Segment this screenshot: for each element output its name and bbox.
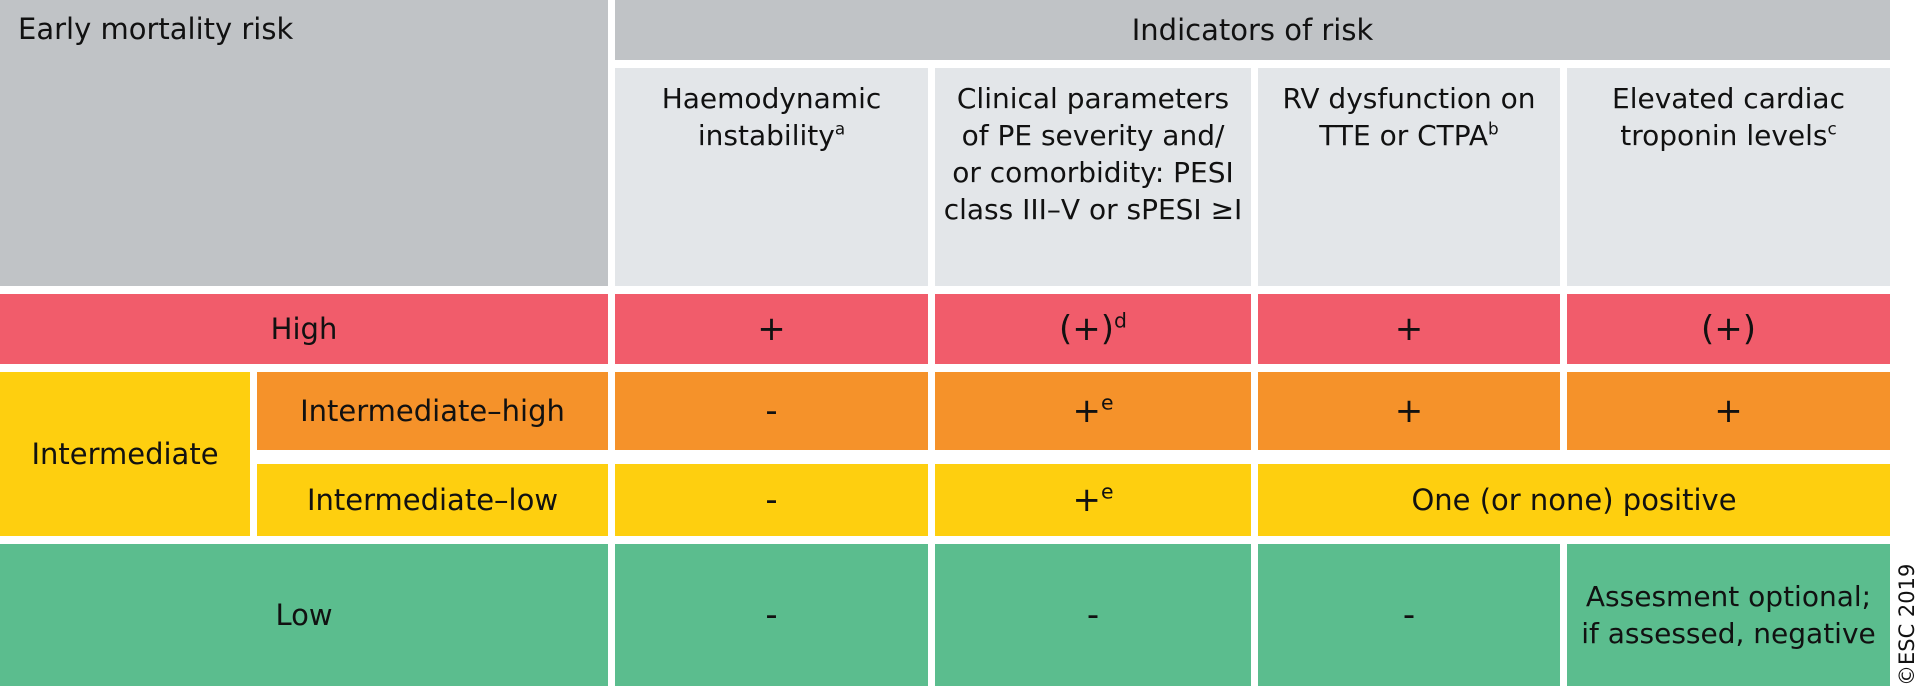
low-troponin-value: Assesment optional; if assessed, negativ… xyxy=(1581,580,1876,650)
footnote-d: d xyxy=(1114,308,1127,333)
early-mortality-risk-label: Early mortality risk xyxy=(18,12,294,46)
column-header-troponin: Elevated cardiac troponin levelsc xyxy=(1567,68,1890,286)
high-clinical-value: (+) xyxy=(1059,309,1115,349)
high-clinical-text: (+)d xyxy=(1059,309,1127,349)
low-rv-value: - xyxy=(1402,595,1416,635)
indicators-of-risk-label: Indicators of risk xyxy=(1131,13,1374,47)
intermediate-high-rv-cell: + xyxy=(1258,372,1560,450)
footnote-b: b xyxy=(1488,118,1499,139)
low-haemodynamic-value: - xyxy=(765,595,778,635)
intermediate-high-clinical-text: +e xyxy=(1072,391,1113,431)
intermediate-high-clinical-value: + xyxy=(1072,391,1101,431)
column-header-rv-text: RV dysfunction on TTE or CTPAb xyxy=(1258,80,1560,154)
high-haemodynamic-value: + xyxy=(757,309,786,349)
footnote-e: e xyxy=(1100,390,1114,415)
intermediate-low-haemodynamic-value: - xyxy=(765,480,778,520)
intermediate-low-rv-troponin-value: One (or none) positive xyxy=(1411,483,1737,517)
troponin-label: Elevated cardiac troponin levels xyxy=(1612,82,1845,152)
intermediate-low-clinical-value: + xyxy=(1072,480,1101,520)
high-rv-value: + xyxy=(1394,309,1424,349)
high-clinical-cell: (+)d xyxy=(935,294,1251,364)
low-rv-cell: - xyxy=(1258,544,1560,686)
intermediate-high-haemodynamic-value: - xyxy=(765,391,778,431)
intermediate-low-haemodynamic-cell: - xyxy=(615,464,928,536)
footnote-e-2: e xyxy=(1100,479,1114,504)
high-haemodynamic-cell: + xyxy=(615,294,928,364)
footnote-a: a xyxy=(834,118,846,139)
column-header-haemodynamic-text: Haemodynamic instabilitya xyxy=(615,80,928,154)
intermediate-low-rv-troponin-cell: One (or none) positive xyxy=(1258,464,1890,536)
low-troponin-cell: Assesment optional; if assessed, negativ… xyxy=(1567,544,1890,686)
intermediate-high-troponin-cell: + xyxy=(1567,372,1890,450)
intermediate-high-troponin-value: + xyxy=(1714,391,1743,431)
intermediate-high-label: Intermediate–high xyxy=(300,394,565,428)
column-header-troponin-text: Elevated cardiac troponin levelsc xyxy=(1567,80,1890,154)
low-haemodynamic-cell: - xyxy=(615,544,928,686)
high-troponin-cell: (+) xyxy=(1567,294,1890,364)
footnote-c: c xyxy=(1827,118,1837,139)
intermediate-label: Intermediate xyxy=(31,437,219,471)
high-rv-cell: + xyxy=(1258,294,1560,364)
column-header-haemodynamic: Haemodynamic instabilitya xyxy=(615,68,928,286)
haemodynamic-label: Haemodynamic instability xyxy=(661,82,882,152)
early-mortality-risk-header: Early mortality risk xyxy=(0,0,608,286)
row-low-label: Low xyxy=(0,544,608,686)
row-intermediate-high-label: Intermediate–high xyxy=(257,372,608,450)
low-clinical-cell: - xyxy=(935,544,1251,686)
intermediate-high-clinical-cell: +e xyxy=(935,372,1251,450)
intermediate-low-clinical-cell: +e xyxy=(935,464,1251,536)
low-label: Low xyxy=(275,598,333,632)
high-label: High xyxy=(270,312,338,346)
intermediate-high-rv-value: + xyxy=(1394,391,1424,431)
row-intermediate-label: Intermediate xyxy=(0,372,250,536)
row-high-label: High xyxy=(0,294,608,364)
intermediate-low-clinical-text: +e xyxy=(1072,480,1113,520)
low-clinical-value: - xyxy=(1086,595,1100,635)
intermediate-low-label: Intermediate–low xyxy=(306,483,559,517)
column-header-clinical: Clinical parameters of PE severity and/ … xyxy=(935,68,1251,286)
row-intermediate-low-label: Intermediate–low xyxy=(257,464,608,536)
indicators-of-risk-header: Indicators of risk xyxy=(615,0,1890,60)
intermediate-high-haemodynamic-cell: - xyxy=(615,372,928,450)
copyright-notice: ©ESC 2019 xyxy=(1895,563,1919,686)
high-troponin-value: (+) xyxy=(1700,309,1757,349)
clinical-parameters-label: Clinical parameters of PE severity and/ … xyxy=(943,82,1243,226)
column-header-rv-dysfunction: RV dysfunction on TTE or CTPAb xyxy=(1258,68,1560,286)
rv-dysfunction-label: RV dysfunction on TTE or CTPA xyxy=(1282,82,1536,152)
